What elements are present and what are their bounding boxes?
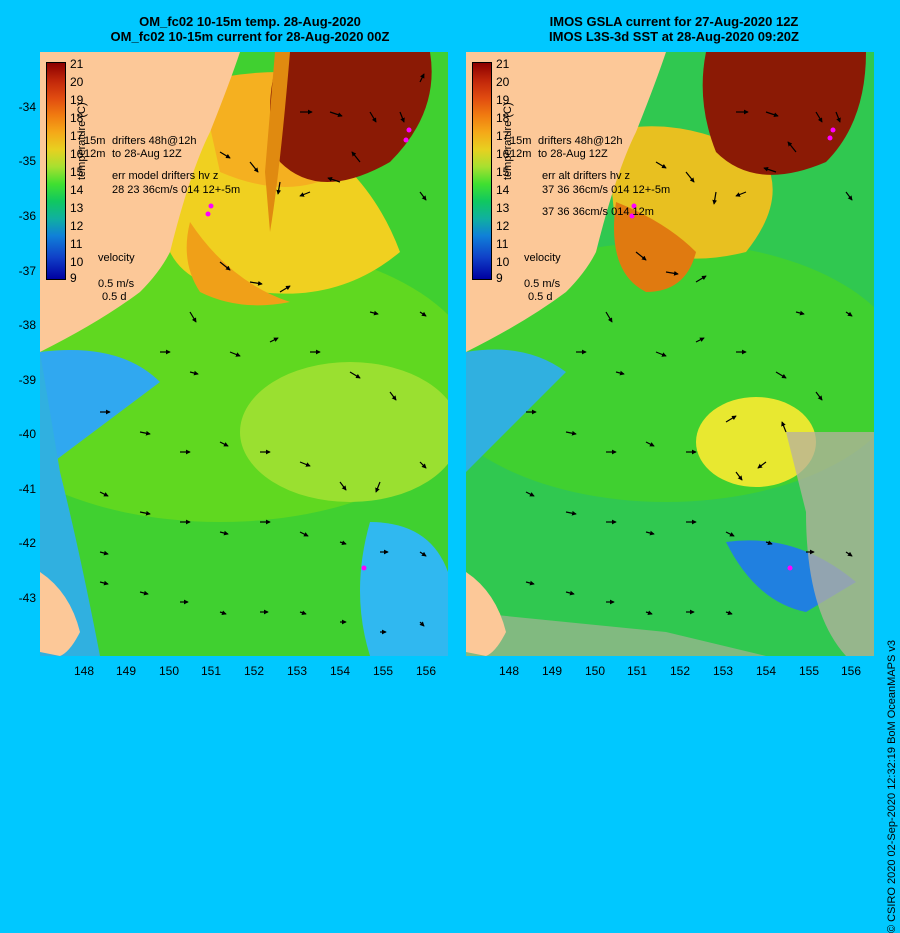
lon-label: 156: [415, 664, 437, 678]
lon-label: 148: [73, 664, 95, 678]
lon-label: 149: [541, 664, 563, 678]
drifters-legend-line2: to 28-Aug 12Z: [112, 148, 182, 160]
lat-label: -41: [18, 482, 36, 496]
colorbar-tick: 18: [70, 111, 84, 125]
right-map-title: IMOS GSLA current for 27-Aug-2020 12Z IM…: [464, 14, 884, 44]
lon-label: 151: [626, 664, 648, 678]
colorbar-tick: 19: [70, 93, 84, 107]
colorbar-tick: 15: [496, 165, 510, 179]
colorbar-tick: 14: [496, 183, 510, 197]
left-drifter-markers: [205, 127, 412, 571]
left-velocity-vectors: [99, 73, 427, 635]
lat-label: -34: [18, 100, 36, 114]
colorbar-tick: 17: [70, 129, 84, 143]
lon-label: 150: [158, 664, 180, 678]
err-line2: 37 36 36cm/s 014 12+-5m: [542, 184, 671, 196]
colorbar-tick: 21: [496, 57, 510, 71]
colorbar-tick: 10: [70, 255, 84, 269]
lon-label: 148: [498, 664, 520, 678]
left-map-canvas: [40, 52, 448, 656]
colorbar-tick: 16: [496, 147, 510, 161]
temperature-colorbar: [472, 62, 492, 280]
colorbar-tick: 11: [70, 237, 83, 251]
colorbar-tick: 13: [496, 201, 510, 215]
label-12m: 12m: [84, 148, 106, 160]
label-15m: 15m: [84, 135, 106, 147]
label-12m: 12m: [510, 148, 532, 160]
lon-label: 152: [243, 664, 265, 678]
lat-label: -37: [18, 264, 36, 278]
right-title-line2: IMOS L3S-3d SST at 28-Aug-2020 09:20Z: [549, 29, 799, 44]
left-legend: 21 20 19 18 17 16 15 14 13 12 11 10 9 te…: [46, 57, 240, 350]
left-title-line1: OM_fc02 10-15m temp. 28-Aug-2020: [139, 14, 361, 29]
left-map-panel: 21 20 19 18 17 16 15 14 13 12 11 10 9 te…: [40, 52, 448, 656]
velocity-label: velocity: [98, 252, 135, 264]
colorbar-tick: 9: [496, 271, 503, 285]
colorbar-tick: 14: [70, 183, 84, 197]
colorbar-tick: 10: [496, 255, 510, 269]
lat-label: -38: [18, 318, 36, 332]
colorbar-tick: 12: [496, 219, 510, 233]
colorbar-tick: 18: [496, 111, 510, 125]
temperature-colorbar: [46, 62, 66, 280]
drifters-legend-line1: drifters 48h@12h: [538, 135, 623, 147]
err-line1: err model drifters hv z: [112, 170, 219, 182]
lat-label: -35: [18, 154, 36, 168]
drifters-legend-line2: to 28-Aug 12Z: [538, 148, 608, 160]
colorbar-tick: 21: [70, 57, 84, 71]
err-line1: err alt drifters hv z: [542, 170, 631, 182]
lat-label: -36: [18, 209, 36, 223]
velocity-time: 0.5 d: [102, 291, 127, 303]
credit-text: © CSIRO 2020 02-Sep-2020 12:32:19 BoM Oc…: [886, 640, 898, 933]
colorbar-tick: 12: [70, 219, 84, 233]
lat-label: -42: [18, 536, 36, 550]
colorbar-tick: 19: [496, 93, 510, 107]
right-velocity-vectors: [525, 109, 853, 616]
lon-label: 151: [200, 664, 222, 678]
colorbar-tick: 15: [70, 165, 84, 179]
lon-label: 154: [755, 664, 777, 678]
right-drifter-markers: [629, 127, 836, 571]
lon-label: 153: [286, 664, 308, 678]
label-15m: 15m: [510, 135, 532, 147]
colorbar-tick: 16: [70, 147, 84, 161]
velocity-speed: 0.5 m/s: [98, 278, 135, 290]
left-title-line2: OM_fc02 10-15m current for 28-Aug-2020 0…: [110, 29, 390, 44]
velocity-time: 0.5 d: [528, 291, 553, 303]
right-title-line1: IMOS GSLA current for 27-Aug-2020 12Z: [549, 14, 799, 29]
left-map-title: OM_fc02 10-15m temp. 28-Aug-2020 OM_fc02…: [40, 14, 460, 44]
right-legend: 21 20 19 18 17 16 15 14 13 12 11 10 9 te…: [472, 57, 670, 350]
lon-label: 150: [584, 664, 606, 678]
lat-label: -39: [18, 373, 36, 387]
colorbar-tick: 11: [496, 237, 509, 251]
colorbar-tick: 17: [496, 129, 510, 143]
velocity-label: velocity: [524, 252, 561, 264]
colorbar-tick: 13: [70, 201, 84, 215]
right-map-canvas: [466, 52, 874, 656]
colorbar-tick: 9: [70, 271, 77, 285]
right-map-panel: 21 20 19 18 17 16 15 14 13 12 11 10 9 te…: [466, 52, 874, 656]
lon-label: 156: [840, 664, 862, 678]
lon-label: 155: [798, 664, 820, 678]
lat-label: -43: [18, 591, 36, 605]
drifters-legend-line1: drifters 48h@12h: [112, 135, 197, 147]
lon-label: 153: [712, 664, 734, 678]
colorbar-tick: 20: [496, 75, 510, 89]
lon-label: 149: [115, 664, 137, 678]
colorbar-tick: 20: [70, 75, 84, 89]
lon-label: 155: [372, 664, 394, 678]
lon-label: 154: [329, 664, 351, 678]
err-line3: 37 36 36cm/s 014 12m: [542, 206, 654, 218]
err-line2: 28 23 36cm/s 014 12+-5m: [112, 184, 241, 196]
velocity-speed: 0.5 m/s: [524, 278, 561, 290]
lat-label: -40: [18, 427, 36, 441]
lon-label: 152: [669, 664, 691, 678]
